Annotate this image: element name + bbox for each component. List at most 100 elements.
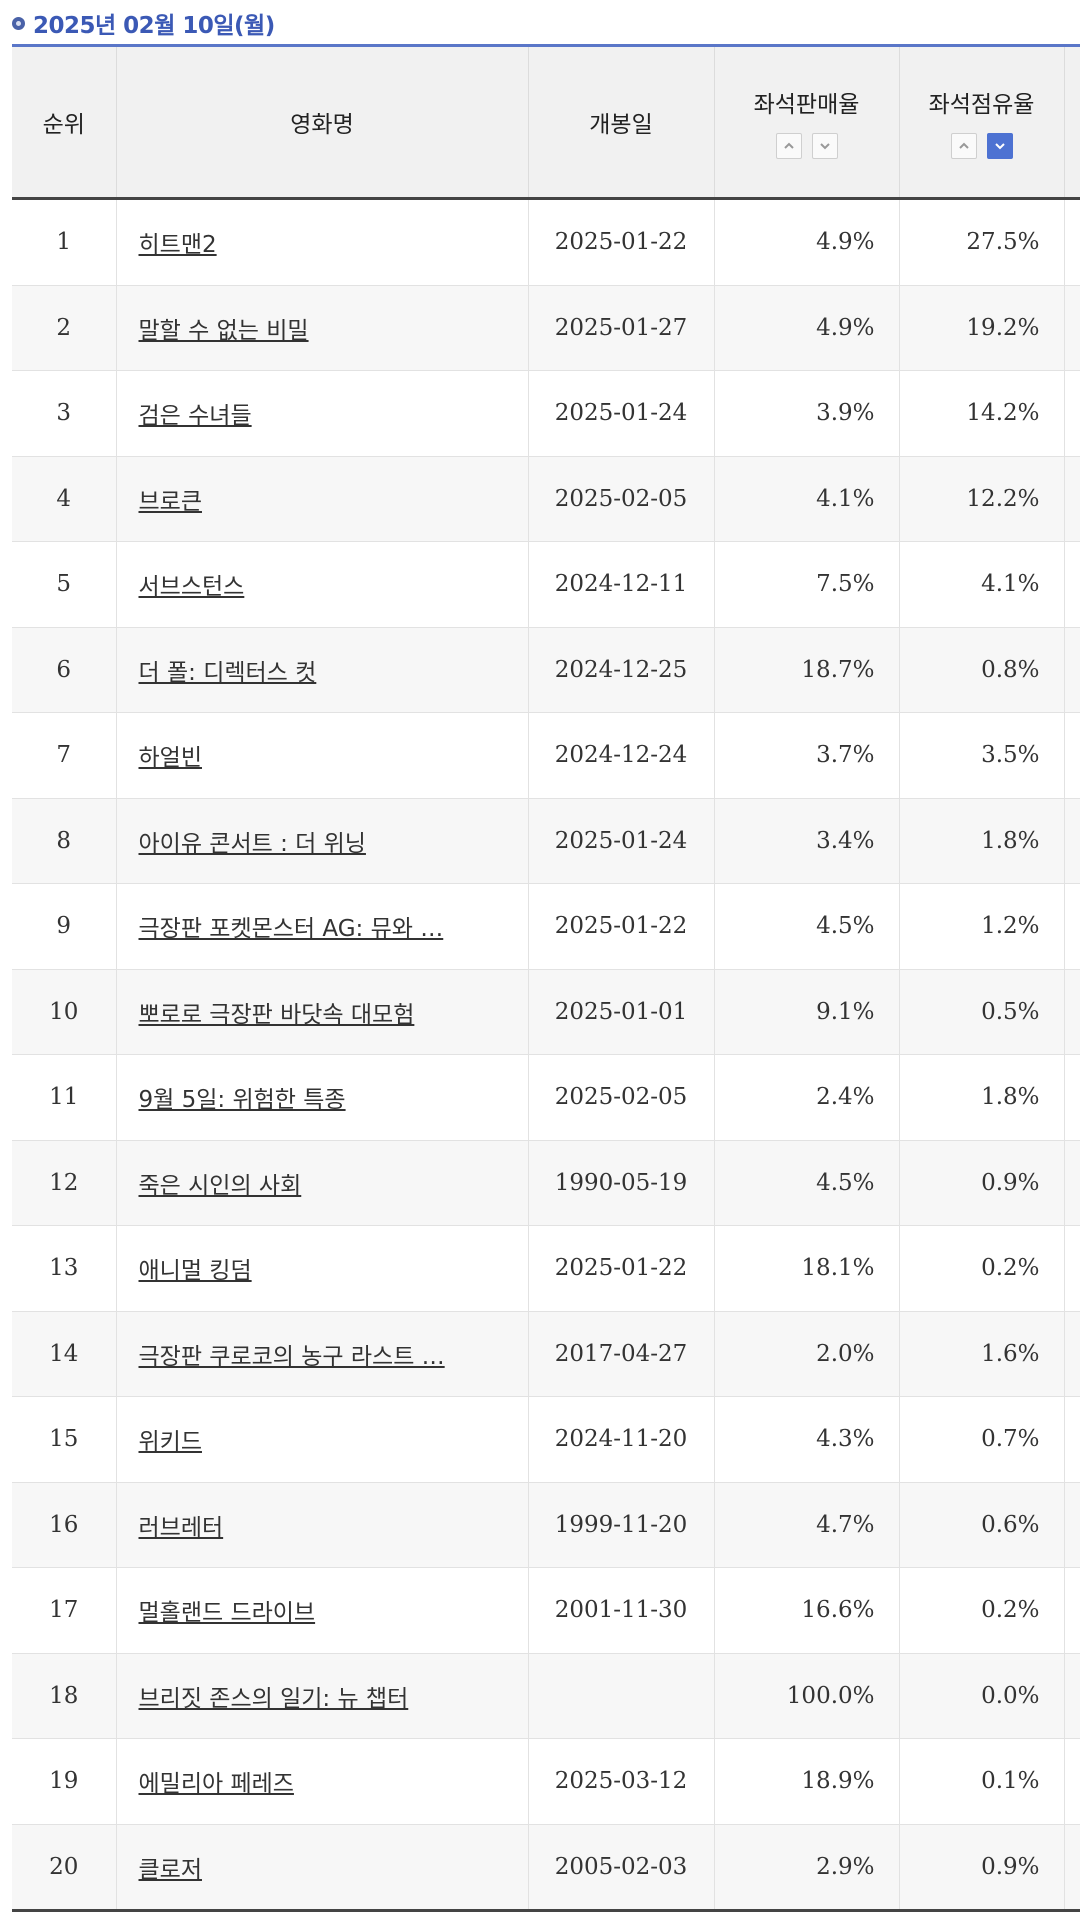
occupancy-rate-cell: 1.6% [899, 1311, 1065, 1397]
extra-cell [1064, 969, 1080, 1055]
movie-title-link[interactable]: 러브레터 [138, 1514, 224, 1541]
extra-cell [1064, 1738, 1080, 1825]
movie-title-link[interactable]: 브로큰 [138, 488, 202, 515]
occupancy-rate-cell: 0.2% [899, 1567, 1065, 1654]
title-cell: 아이유 콘서트 : 더 위닝 [116, 798, 529, 884]
title-cell: 위키드 [116, 1396, 529, 1483]
column-header-occupancy-rate: 좌석점유율 [899, 47, 1065, 200]
movie-title-link[interactable]: 멀홀랜드 드라이브 [138, 1600, 316, 1627]
occupancy-rate-cell: 12.2% [899, 456, 1065, 542]
table-row: 19 에밀리아 페레즈 2025-03-12 18.9% 0.1% [12, 1738, 1080, 1825]
movie-title-link[interactable]: 클로저 [138, 1856, 202, 1883]
title-cell: 뽀로로 극장판 바닷속 대모험 [116, 969, 529, 1055]
movie-title-link[interactable]: 뽀로로 극장판 바닷속 대모험 [138, 1001, 415, 1028]
occupancy-rate-cell: 0.9% [899, 1140, 1065, 1226]
occupancy-rate-cell: 4.1% [899, 541, 1065, 628]
movie-title-link[interactable]: 에밀리아 페레즈 [138, 1771, 294, 1798]
open-date-cell: 2025-01-24 [528, 370, 715, 457]
movie-title-link[interactable]: 말할 수 없는 비밀 [138, 317, 309, 344]
table-row: 3 검은 수녀들 2025-01-24 3.9% 14.2% [12, 370, 1080, 457]
movie-title-link[interactable]: 더 폴: 디렉터스 컷 [138, 659, 317, 686]
table-row: 6 더 폴: 디렉터스 컷 2024-12-25 18.7% 0.8% [12, 627, 1080, 713]
movie-title-link[interactable]: 극장판 쿠로코의 농구 라스트 … [138, 1343, 445, 1370]
extra-cell [1064, 1824, 1080, 1912]
movie-title-link[interactable]: 위키드 [138, 1429, 202, 1456]
table-header-row: 순위 영화명 개봉일 좌석판매율 좌석점유율 [12, 47, 1080, 200]
table-row: 8 아이유 콘서트 : 더 위닝 2025-01-24 3.4% 1.8% [12, 798, 1080, 884]
rank-cell: 1 [12, 198, 117, 286]
title-cell: 죽은 시인의 사회 [116, 1140, 529, 1226]
title-cell: 극장판 쿠로코의 농구 라스트 … [116, 1311, 529, 1397]
sales-rate-cell: 18.7% [714, 627, 900, 713]
extra-cell [1064, 541, 1080, 628]
table-row: 20 클로저 2005-02-03 2.9% 0.9% [12, 1824, 1080, 1912]
sales-rate-sort-desc-button[interactable] [811, 133, 838, 159]
movie-title-link[interactable]: 9월 5일: 위험한 특종 [138, 1087, 346, 1114]
sales-rate-cell: 4.3% [714, 1396, 900, 1483]
title-cell: 말할 수 없는 비밀 [116, 285, 529, 371]
extra-cell [1064, 1653, 1080, 1739]
rank-cell: 17 [12, 1567, 117, 1654]
title-cell: 하얼빈 [116, 712, 529, 799]
occupancy-rate-sort-desc-button[interactable] [986, 133, 1013, 159]
extra-cell [1064, 1482, 1080, 1568]
rank-cell: 11 [12, 1054, 117, 1141]
occupancy-rate-cell: 14.2% [899, 370, 1065, 457]
occupancy-rate-cell: 1.8% [899, 1054, 1065, 1141]
title-cell: 러브레터 [116, 1482, 529, 1568]
open-date-cell: 2025-02-05 [528, 456, 715, 542]
title-cell: 애니멀 킹덤 [116, 1225, 529, 1312]
sales-rate-cell: 4.9% [714, 198, 900, 286]
sales-rate-cell: 2.9% [714, 1824, 900, 1912]
title-cell: 에밀리아 페레즈 [116, 1738, 529, 1825]
extra-cell [1064, 798, 1080, 884]
sales-rate-sort-asc-button[interactable] [775, 133, 802, 159]
occupancy-rate-cell: 0.7% [899, 1396, 1065, 1483]
movie-title-link[interactable]: 죽은 시인의 사회 [138, 1172, 302, 1199]
table-row: 4 브로큰 2025-02-05 4.1% 12.2% [12, 456, 1080, 542]
occupancy-rate-cell: 1.2% [899, 883, 1065, 970]
column-header-sales-rate: 좌석판매율 [714, 47, 900, 200]
title-cell: 멀홀랜드 드라이브 [116, 1567, 529, 1654]
movie-title-link[interactable]: 검은 수녀들 [138, 403, 252, 430]
occupancy-rate-cell: 0.5% [899, 969, 1065, 1055]
open-date-cell: 2017-04-27 [528, 1311, 715, 1397]
column-header-extra [1064, 47, 1080, 200]
open-date-cell: 2025-01-22 [528, 883, 715, 970]
extra-cell [1064, 627, 1080, 713]
movie-title-link[interactable]: 서브스턴스 [138, 574, 245, 601]
table-row: 14 극장판 쿠로코의 농구 라스트 … 2017-04-27 2.0% 1.6% [12, 1311, 1080, 1397]
sales-rate-cell: 7.5% [714, 541, 900, 628]
sales-rate-cell: 9.1% [714, 969, 900, 1055]
occupancy-rate-cell: 0.1% [899, 1738, 1065, 1825]
rank-cell: 15 [12, 1396, 117, 1483]
open-date-cell: 2025-01-27 [528, 285, 715, 371]
table-row: 1 히트맨2 2025-01-22 4.9% 27.5% [12, 198, 1080, 286]
table-row: 5 서브스턴스 2024-12-11 7.5% 4.1% [12, 541, 1080, 628]
table-row: 12 죽은 시인의 사회 1990-05-19 4.5% 0.9% [12, 1140, 1080, 1226]
open-date-cell: 2024-11-20 [528, 1396, 715, 1483]
sales-rate-cell: 2.4% [714, 1054, 900, 1141]
movie-title-link[interactable]: 브리짓 존스의 일기: 뉴 챕터 [138, 1685, 409, 1712]
extra-cell [1064, 1225, 1080, 1312]
rank-cell: 14 [12, 1311, 117, 1397]
table-row: 9 극장판 포켓몬스터 AG: 뮤와 … 2025-01-22 4.5% 1.2% [12, 883, 1080, 970]
title-cell: 극장판 포켓몬스터 AG: 뮤와 … [116, 883, 529, 970]
occupancy-rate-cell: 0.2% [899, 1225, 1065, 1312]
movie-title-link[interactable]: 애니멀 킹덤 [138, 1258, 252, 1285]
rank-cell: 18 [12, 1653, 117, 1739]
column-header-title: 영화명 [116, 47, 529, 200]
box-office-table: 순위 영화명 개봉일 좌석판매율 좌석점유율 [12, 47, 1080, 1912]
movie-title-link[interactable]: 히트맨2 [138, 232, 217, 259]
date-title: 2025년 02월 10일(월) [33, 13, 275, 39]
chevron-up-icon [958, 142, 969, 149]
table-row: 7 하얼빈 2024-12-24 3.7% 3.5% [12, 712, 1080, 799]
circle-bullet-icon [12, 16, 25, 30]
movie-title-link[interactable]: 하얼빈 [138, 745, 202, 772]
movie-title-link[interactable]: 극장판 포켓몬스터 AG: 뮤와 … [138, 916, 444, 943]
header-divider [12, 44, 1080, 47]
rank-cell: 9 [12, 883, 117, 970]
movie-title-link[interactable]: 아이유 콘서트 : 더 위닝 [138, 830, 366, 857]
occupancy-rate-sort-asc-button[interactable] [950, 133, 977, 159]
date-header: 2025년 02월 10일(월) [12, 4, 275, 42]
